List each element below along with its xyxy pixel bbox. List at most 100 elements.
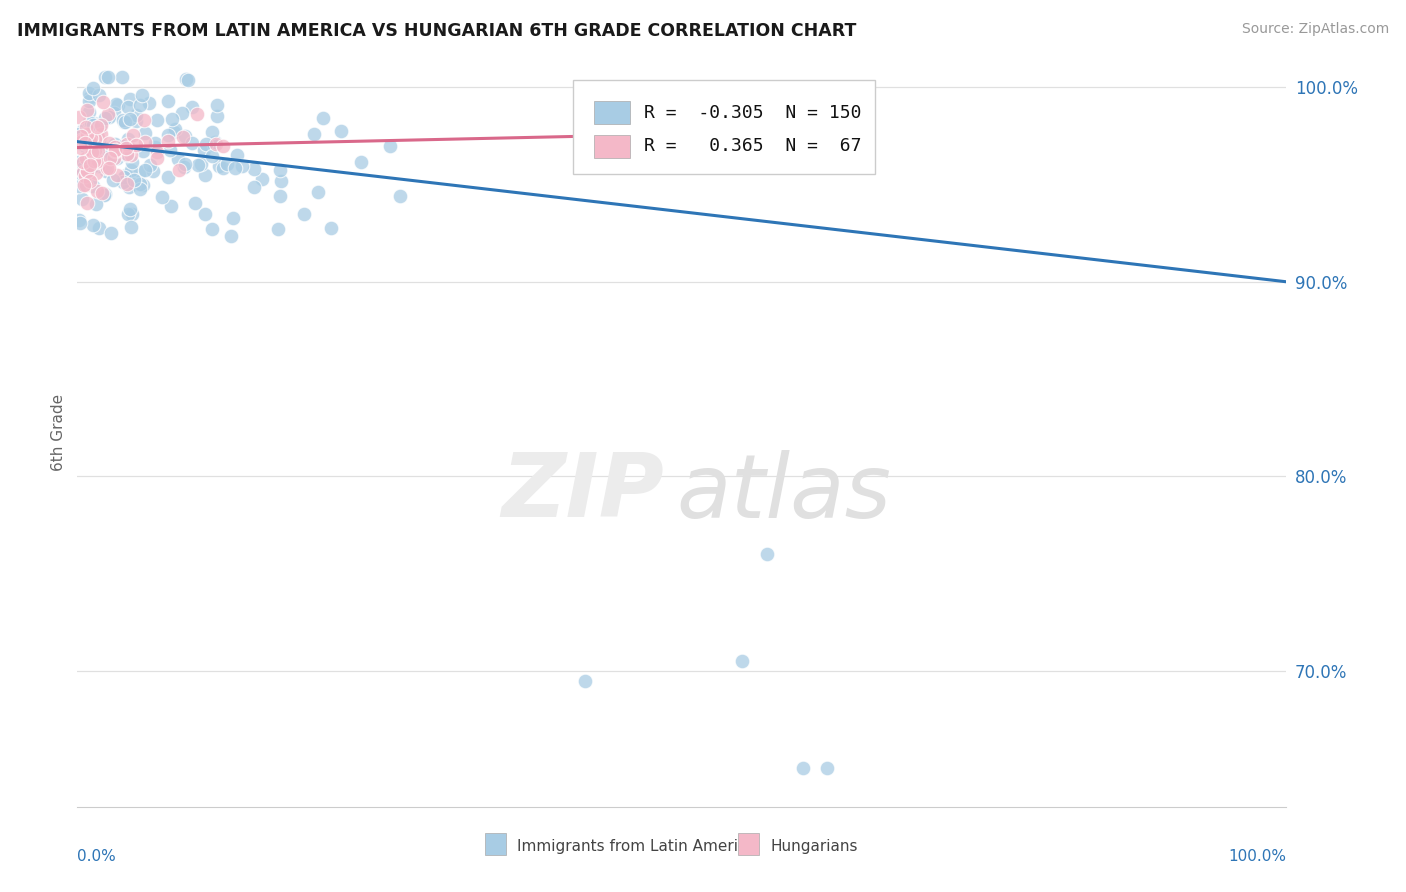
Point <box>104 143 127 157</box>
Point <box>83 143 105 157</box>
Point <box>205 97 228 112</box>
Point <box>118 202 141 217</box>
Point <box>173 157 195 171</box>
FancyBboxPatch shape <box>574 80 876 174</box>
Point <box>87 88 110 103</box>
Point <box>87 154 110 169</box>
Point <box>86 155 108 169</box>
Point <box>70 192 93 206</box>
Point <box>86 120 108 134</box>
Point <box>132 145 155 159</box>
Point <box>93 186 115 201</box>
Point <box>86 159 108 173</box>
Point <box>82 81 104 95</box>
Point <box>211 139 233 153</box>
Point <box>202 137 225 152</box>
Point <box>96 161 118 175</box>
Point <box>82 179 104 194</box>
Point <box>190 157 212 171</box>
Point <box>83 116 105 130</box>
Point <box>205 109 228 123</box>
Point <box>250 171 273 186</box>
Point <box>215 157 238 171</box>
Point <box>93 141 115 155</box>
Point <box>128 98 150 112</box>
Point <box>94 111 117 125</box>
Point <box>138 158 160 172</box>
Point <box>76 127 98 141</box>
Point <box>329 124 352 138</box>
Point <box>69 213 91 227</box>
Point <box>97 161 120 175</box>
Point <box>193 143 215 157</box>
Point <box>97 149 120 163</box>
Point <box>76 164 98 178</box>
Point <box>70 167 93 181</box>
Point <box>378 139 401 153</box>
Point <box>184 196 207 211</box>
Point <box>152 190 174 204</box>
Point <box>224 161 246 175</box>
Point <box>115 147 138 161</box>
Point <box>111 112 134 127</box>
Text: R =   0.365  N =  67: R = 0.365 N = 67 <box>644 137 862 155</box>
Point <box>84 132 107 146</box>
Point <box>132 178 155 193</box>
Point <box>143 140 166 154</box>
Point <box>117 100 139 114</box>
Point <box>73 136 96 150</box>
Point <box>79 148 101 162</box>
Point <box>312 111 335 125</box>
Point <box>82 159 104 173</box>
Point <box>157 128 180 143</box>
Point <box>69 133 91 147</box>
Bar <box>593 136 630 158</box>
Point <box>90 118 112 132</box>
Point <box>269 162 291 177</box>
Point <box>98 151 121 165</box>
Text: atlas: atlas <box>676 450 891 535</box>
Point <box>267 222 290 236</box>
Point <box>243 162 266 177</box>
Point <box>173 160 195 174</box>
Point <box>69 136 91 150</box>
Point <box>83 153 105 168</box>
Point <box>70 134 93 148</box>
Point <box>104 138 127 153</box>
Point <box>89 133 111 147</box>
Text: Source: ZipAtlas.com: Source: ZipAtlas.com <box>1241 22 1389 37</box>
Point <box>67 127 90 141</box>
Point <box>131 87 153 102</box>
Point <box>156 94 179 108</box>
Point <box>105 151 128 165</box>
Point <box>157 169 180 184</box>
Point <box>302 128 325 142</box>
Point <box>84 166 107 180</box>
Point <box>89 220 111 235</box>
Point <box>73 178 96 193</box>
Point <box>174 72 197 87</box>
Point <box>82 118 104 132</box>
Point <box>93 70 115 85</box>
Point <box>389 189 412 203</box>
Point <box>114 115 136 129</box>
Point <box>75 152 97 166</box>
Point <box>72 165 94 179</box>
Point <box>129 164 152 178</box>
Point <box>115 168 138 182</box>
Point <box>115 147 138 161</box>
Point <box>167 162 190 177</box>
Point <box>120 162 142 177</box>
Point <box>815 761 838 775</box>
Point <box>157 134 180 148</box>
Point <box>98 108 121 122</box>
Point <box>73 135 96 149</box>
Point <box>201 149 224 163</box>
Point <box>72 155 94 169</box>
Point <box>118 92 141 106</box>
Point <box>173 129 195 144</box>
Y-axis label: 6th Grade: 6th Grade <box>51 394 66 471</box>
Point <box>107 144 129 158</box>
Point <box>163 122 186 136</box>
Point <box>121 154 143 169</box>
